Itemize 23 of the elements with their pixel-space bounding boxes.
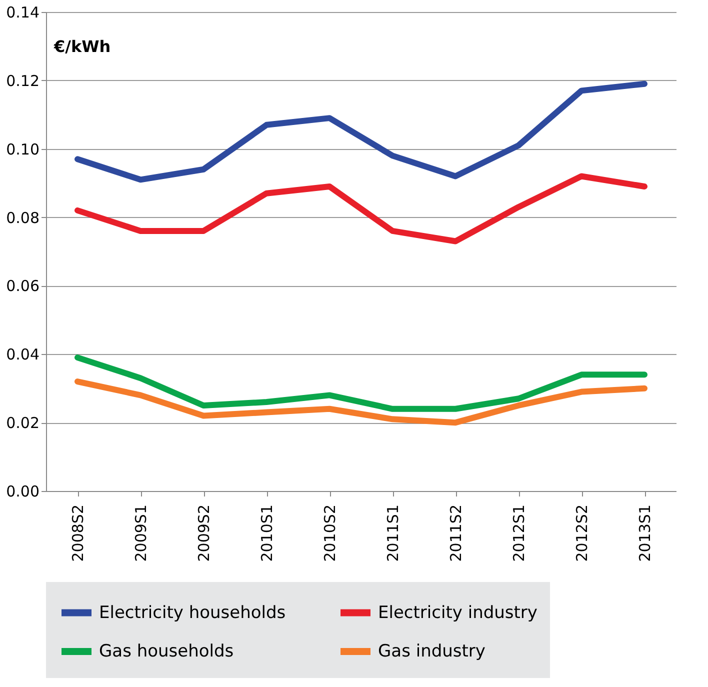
legend-label: Electricity households [99,602,286,623]
legend-label: Gas industry [378,642,486,662]
x-tick-label: 2008S2 [69,504,87,562]
y-tick-label: 0.08 [6,208,40,227]
y-tick-label: 0.12 [6,72,40,90]
x-tick-label: 2011S1 [384,504,402,562]
x-tick-label: 2010S1 [258,504,276,562]
legend-label: Electricity industry [378,602,538,623]
x-tick-label: 2010S2 [321,504,339,562]
x-tick-label: 2012S2 [573,504,591,562]
y-tick-label: 0.02 [6,414,40,432]
y-axis-title: €/kWh [53,37,111,56]
y-tick-label: 0.14 [6,4,40,22]
y-tick-label: 0.10 [6,140,40,158]
y-tick-label: 0.04 [6,346,40,364]
x-tick-label: 2009S1 [132,504,150,562]
y-tick-label: 0.06 [6,277,40,296]
x-tick-label: 2013S1 [636,504,654,562]
x-tick-label: 2012S1 [510,504,528,562]
legend-label: Gas households [99,642,234,662]
x-tick-label: 2009S2 [195,504,213,562]
x-tick-label: 2011S2 [447,504,465,562]
y-tick-label: 0.00 [6,482,40,500]
